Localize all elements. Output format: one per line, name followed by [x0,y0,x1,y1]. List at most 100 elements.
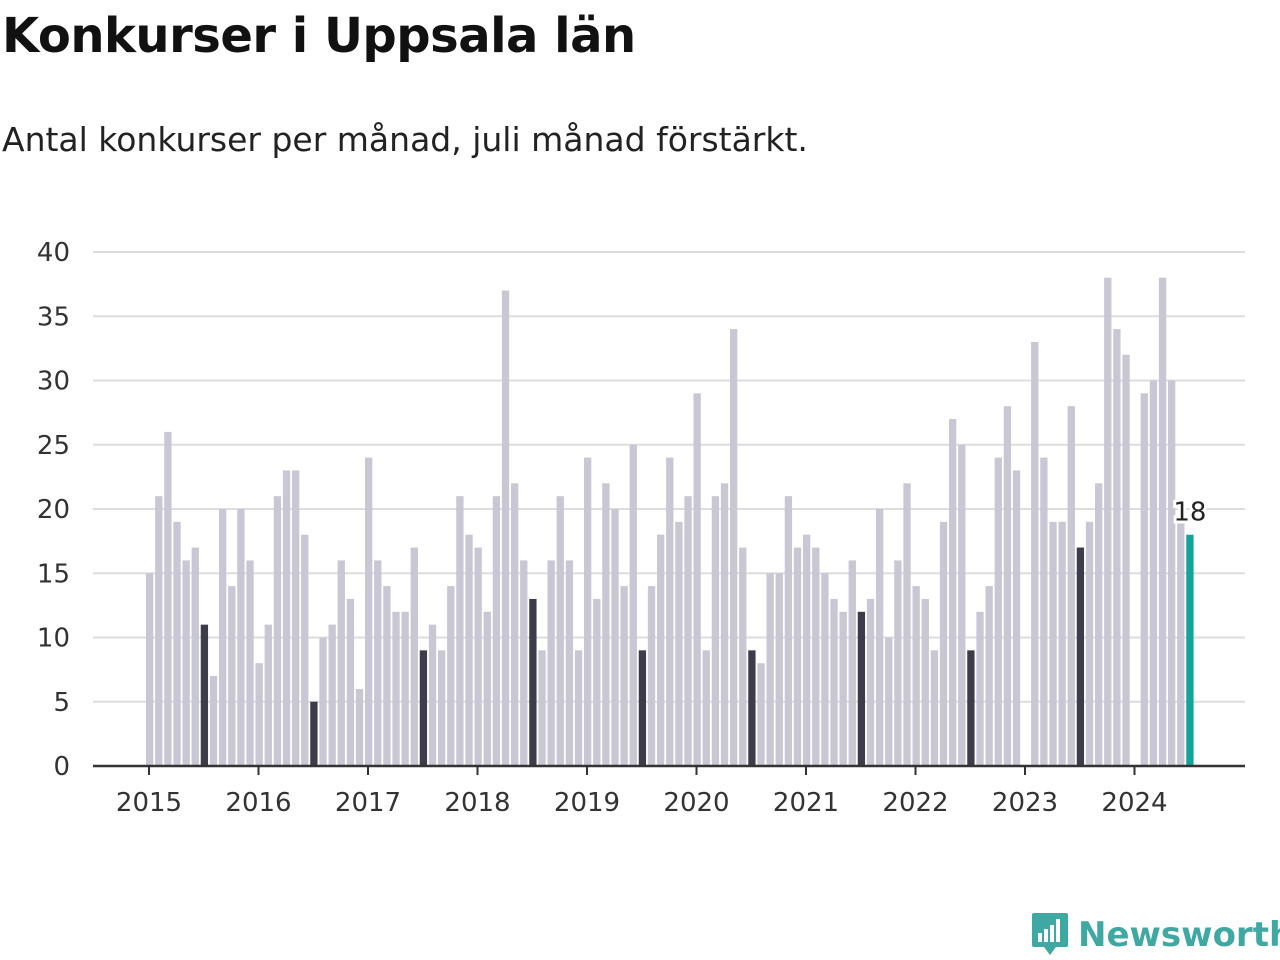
bar [155,496,163,766]
bar [1076,547,1085,766]
bar [702,650,710,766]
bar [228,586,236,766]
bar [255,663,263,766]
bar [209,676,218,766]
bar [1049,521,1057,766]
bar [1104,277,1112,766]
y-tick-label: 15 [37,559,70,589]
x-tick-label: 2018 [444,788,510,818]
bar [520,560,528,766]
bar [894,560,902,766]
y-tick-label: 5 [53,688,70,718]
bar [903,483,911,766]
bar [839,611,847,766]
bar [264,624,272,766]
bar [848,560,856,766]
bar [1122,354,1130,766]
bar [273,496,282,766]
bar [401,611,409,766]
bar [812,547,820,766]
bar [392,611,400,766]
bar [784,496,793,766]
y-tick-label: 20 [37,495,70,525]
bar [967,650,975,766]
bar [803,534,811,766]
bar [1040,457,1048,766]
bar [757,663,765,766]
bar [182,560,190,766]
bar [492,496,501,766]
bar [1031,341,1039,766]
bar [1168,380,1176,766]
x-axis: 2015 2016 2017 2018 2019 2020 2021 2022 2023 2024 [93,764,1245,818]
chart-bubble-icon [1032,913,1068,955]
y-axis: 0 5 10 15 20 25 30 35 40 [37,238,70,782]
y-tick-label: 0 [53,752,70,782]
bar [146,573,154,766]
bar [319,637,327,766]
bar [684,496,692,766]
bar [346,598,355,766]
bar [292,470,300,766]
bar [200,624,209,766]
bar [629,444,637,766]
y-tick-label: 25 [37,431,70,461]
bar [939,521,948,766]
bar [647,586,656,766]
bar [857,611,866,766]
bar [994,457,1002,766]
bar [237,509,245,766]
bar [666,457,674,766]
bar [921,598,929,766]
x-tick-label: 2021 [773,788,839,818]
bar [355,688,364,766]
bar [419,650,428,766]
bar [511,483,519,766]
bar [465,534,473,766]
bar [876,509,884,766]
bar [1177,521,1185,766]
brand-name: Newsworthy [1078,915,1280,955]
bar [456,496,464,766]
bar [164,431,172,766]
x-tick-label: 2024 [1101,788,1167,818]
x-tick-label: 2015 [116,788,182,818]
bar [985,586,993,766]
bar [374,560,382,766]
bar [538,650,546,766]
bar [447,586,455,766]
bar [620,586,628,766]
bar [720,483,729,766]
chart-subtitle: Antal konkurser per månad, juli månad fö… [2,120,808,159]
bar [438,650,446,766]
bar [337,560,345,766]
bar [529,598,537,766]
bar [611,509,619,766]
y-tick-label: 40 [37,238,70,268]
bar [282,470,291,766]
bar [410,547,418,766]
y-tick-label: 35 [37,302,70,332]
bar [1095,483,1103,766]
y-tick-label: 30 [37,367,70,397]
x-tick-label: 2016 [225,788,291,818]
bar [693,393,701,766]
bar [310,701,318,766]
bar [775,573,783,766]
bar [1158,277,1167,766]
bar [1113,329,1121,766]
y-tick-label: 10 [37,624,70,654]
bar [584,457,592,766]
bar [1085,521,1094,766]
newsworthy-logo: Newsworthy [1030,910,1280,960]
bar [574,650,583,766]
x-tick-label: 2017 [335,788,401,818]
bar [547,560,555,766]
bar [474,547,482,766]
bar [793,547,802,766]
bar [885,637,893,766]
bar [1186,534,1194,766]
x-tick-label: 2022 [882,788,948,818]
bar [383,586,391,766]
bar [958,444,966,766]
